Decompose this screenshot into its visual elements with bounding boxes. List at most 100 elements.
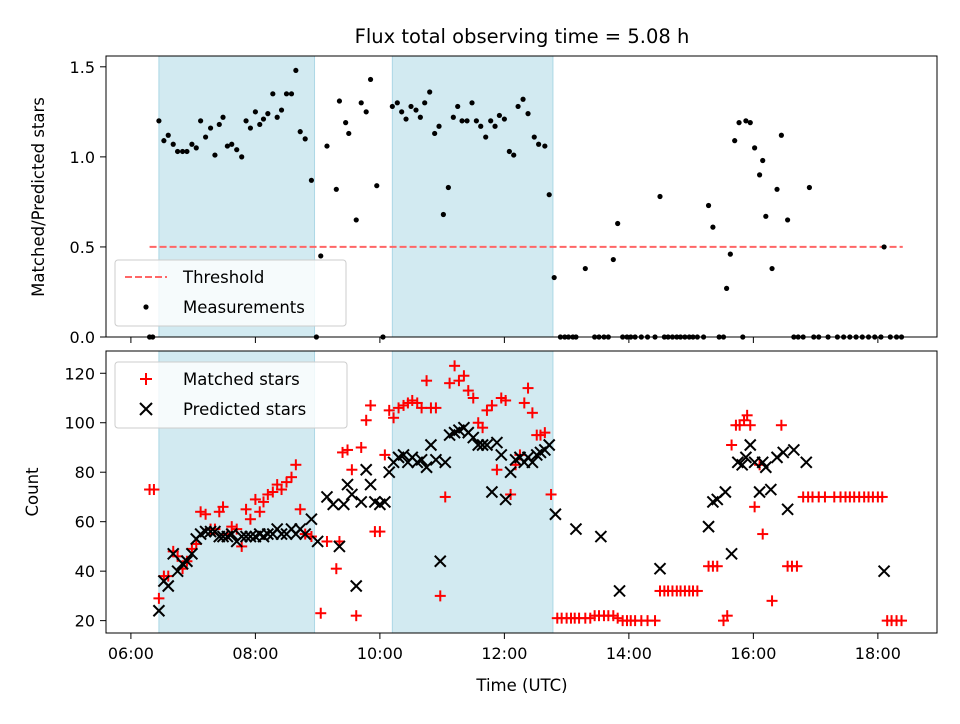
- predicted-star-point: [542, 438, 556, 452]
- top-legend: Threshold Measurements: [114, 259, 347, 327]
- threshold-legend-label: Threshold: [182, 268, 264, 287]
- predicted-legend-label: Predicted stars: [183, 400, 306, 419]
- matched-star-point: [486, 399, 498, 411]
- measurement-point: [657, 193, 663, 200]
- predicted-star-point: [526, 456, 539, 469]
- bottom-y-tick-label: 120: [64, 364, 95, 383]
- predicted-star-point: [244, 530, 257, 543]
- predicted-stars-points: [152, 421, 891, 617]
- matched-star-point: [294, 503, 306, 515]
- predicted-star-point: [326, 498, 340, 511]
- predicted-star-point: [420, 461, 433, 474]
- predicted-star-point: [429, 453, 443, 467]
- matched-star-point: [477, 422, 489, 434]
- matched-star-point: [539, 427, 551, 439]
- matched-star-point: [153, 592, 165, 604]
- measurement-point: [293, 67, 299, 74]
- matched-star-point: [741, 409, 753, 421]
- measurement-point: [455, 103, 461, 110]
- predicted-star-point: [653, 562, 667, 575]
- matched-star-point: [749, 501, 761, 513]
- predicted-star-point: [171, 564, 184, 578]
- matched-star-point: [267, 486, 279, 498]
- predicted-star-point: [180, 555, 194, 568]
- measurement-point: [308, 177, 315, 183]
- predicted-star-point: [397, 448, 410, 462]
- predicted-star-point: [199, 525, 212, 538]
- measurement-point: [551, 274, 557, 281]
- measurement-point: [760, 157, 766, 164]
- predicted-star-point: [359, 463, 373, 476]
- top-x-ticks: [130, 337, 879, 343]
- measurement-point: [179, 148, 186, 155]
- predicted-star-point: [744, 438, 757, 452]
- predicted-star-point: [480, 438, 494, 452]
- bottom-y-tick-label: 40: [75, 562, 95, 581]
- measurement-point: [170, 141, 176, 147]
- matched-legend-label: Matched stars: [183, 370, 300, 389]
- matched-star-point: [195, 506, 207, 518]
- predicted-star-point: [753, 485, 766, 499]
- predicted-star-point: [305, 513, 318, 526]
- matched-star-point: [766, 595, 778, 607]
- measurement-point: [736, 120, 742, 126]
- matched-star-point: [711, 560, 723, 572]
- predicted-star-point: [719, 485, 732, 499]
- matched-star-point: [342, 444, 354, 456]
- matched-star-point: [254, 506, 266, 518]
- measurement-point: [496, 112, 503, 119]
- measurements-legend-swatch: [143, 304, 149, 310]
- measurement-point: [207, 125, 214, 131]
- measurement-point: [265, 111, 271, 117]
- x-tick-label: 12:00: [481, 644, 527, 663]
- predicted-star-point: [787, 443, 801, 457]
- predicted-star-point: [364, 478, 377, 491]
- predicted-star-point: [275, 527, 288, 541]
- measurement-point: [763, 213, 769, 219]
- matched-star-point: [217, 501, 229, 513]
- matched-star-point: [481, 404, 493, 416]
- predicted-star-point: [476, 438, 489, 452]
- predicted-star-point: [613, 584, 626, 598]
- matched-star-point: [545, 488, 557, 500]
- x-tick-label: 08:00: [232, 644, 278, 663]
- measurement-point: [403, 116, 409, 122]
- measurement-point: [705, 202, 712, 209]
- bottom-plot-frame: [105, 350, 938, 634]
- measurement-point: [806, 184, 812, 191]
- x-tick-label: 14:00: [606, 644, 652, 663]
- measurement-point: [274, 114, 280, 120]
- measurement-point: [710, 224, 716, 230]
- measurement-point: [174, 148, 181, 155]
- predicted-star-point: [735, 458, 749, 471]
- predicted-star-point: [424, 438, 438, 452]
- measurement-point: [488, 118, 494, 124]
- predicted-star-point: [298, 527, 312, 541]
- predicted-star-point: [204, 525, 217, 538]
- measurement-point: [252, 109, 258, 115]
- matched-star-point: [406, 394, 418, 406]
- measurement-point: [473, 118, 479, 124]
- measurement-point: [283, 91, 290, 97]
- predicted-star-point: [759, 461, 773, 474]
- measurement-point: [422, 100, 428, 106]
- measurement-point: [785, 217, 791, 223]
- matched-star-point: [379, 449, 391, 461]
- matched-star-point: [383, 404, 395, 416]
- measurement-point: [224, 143, 230, 149]
- predicted-star-point: [355, 495, 368, 509]
- predicted-star-point: [239, 530, 253, 543]
- measurement-point: [525, 111, 531, 117]
- measurement-point: [732, 138, 738, 144]
- top-plot-frame: [105, 55, 938, 338]
- matched-star-point: [290, 459, 302, 471]
- measurement-point: [774, 186, 780, 192]
- measurement-point: [302, 136, 308, 142]
- measurement-point: [615, 220, 621, 227]
- matched-star-point: [321, 535, 333, 547]
- matched-star-point: [315, 607, 327, 619]
- predicted-star-point: [185, 547, 199, 561]
- measurement-point: [202, 134, 209, 140]
- matched-star-point: [393, 402, 405, 414]
- matched-star-point: [449, 360, 461, 372]
